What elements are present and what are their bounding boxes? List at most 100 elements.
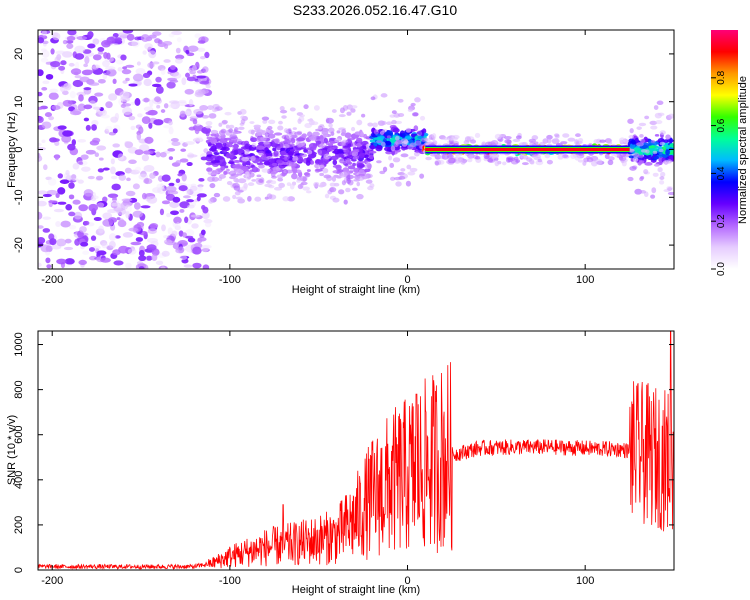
- spectrogram-cell: [155, 76, 162, 83]
- spectrogram-cell: [339, 160, 348, 164]
- spectrogram-cell: [201, 244, 212, 249]
- spectrogram-cell: [68, 194, 75, 200]
- spectrogram-cell: [650, 194, 656, 199]
- spectrogram-cell: [170, 210, 179, 216]
- spectrogram-cell: [260, 136, 267, 141]
- spectrogram-cell: [358, 169, 365, 174]
- spectrogram-cell: [313, 181, 320, 188]
- spectrogram-cell: [40, 57, 49, 63]
- spectrogram-cell: [296, 179, 301, 183]
- spectrogram-cell: [268, 119, 276, 125]
- spectrogram-cell: [270, 180, 277, 185]
- colorbar-tick-label: 0.8: [716, 70, 727, 84]
- spectrogram-cell: [419, 173, 425, 179]
- spectrogram-cell: [328, 143, 334, 147]
- spectrogram-cell: [139, 144, 150, 152]
- spectrogram-cell: [188, 98, 194, 107]
- spectrogram-cell: [232, 182, 240, 189]
- spectrogram-cell: [574, 154, 581, 161]
- spectrogram-cell: [410, 102, 416, 107]
- spectrogram-cell: [60, 85, 66, 93]
- spectrogram-cell: [384, 130, 394, 137]
- spectrogram-cell: [70, 110, 81, 116]
- spectrogram-cell: [279, 155, 286, 159]
- spectrogram-cell: [333, 182, 340, 187]
- spectrogram-cell: [544, 153, 551, 159]
- spectrogram-cell: [582, 161, 587, 166]
- spectrogram-cell: [277, 177, 284, 182]
- spectrogram-cell: [112, 128, 118, 134]
- spectrogram-cell: [138, 126, 144, 135]
- spectrogram-cell: [201, 126, 211, 134]
- spectrogram-cell: [126, 33, 135, 41]
- spectrogram-cell: [68, 62, 75, 67]
- spectrogram-cell: [187, 204, 195, 209]
- spectrogram-cell: [227, 161, 235, 164]
- spectrogram-cell: [207, 143, 212, 147]
- spectrogram-cell: [102, 167, 110, 171]
- spectrogram-cell: [607, 159, 614, 166]
- spectrogram-cell: [233, 159, 241, 163]
- spectrogram-cell: [192, 64, 197, 73]
- spectrogram-cell: [205, 121, 213, 126]
- spectrogram-cell: [644, 161, 653, 166]
- spectrogram-cell: [659, 141, 666, 146]
- spectrogram-cell: [400, 153, 409, 158]
- spectrogram-cell: [302, 186, 310, 191]
- spectrogram-cell: [224, 111, 232, 116]
- spectrogram-cell: [441, 153, 449, 160]
- spectrogram-cell: [66, 36, 76, 42]
- spectrogram-cell: [280, 172, 288, 177]
- spectrogram-cell: [407, 171, 416, 176]
- spectrogram-cell: [196, 70, 204, 74]
- spectrogram-cell: [271, 162, 278, 167]
- spectrogram-cell: [78, 161, 84, 165]
- spectrogram-cell: [359, 153, 366, 156]
- spectrogram-cell: [391, 119, 397, 125]
- spectrogram-cell: [662, 160, 670, 165]
- spectrogram-cell: [340, 141, 347, 147]
- spectrogram-x-tick-label: 100: [576, 274, 594, 286]
- spectrogram-cell: [339, 173, 344, 178]
- spectrogram-cell: [266, 180, 272, 184]
- spectrogram-cell: [356, 175, 365, 181]
- spectrogram-cell: [276, 159, 283, 164]
- spectrogram-cell: [101, 39, 112, 48]
- spectrogram-cell: [222, 196, 231, 202]
- spectrogram-cell: [235, 178, 240, 183]
- spectrogram-cell: [519, 152, 526, 159]
- spectrogram-cell: [272, 147, 277, 152]
- spectrogram-cell: [94, 92, 104, 97]
- spectrogram-cell: [187, 45, 199, 52]
- spectrogram-cell: [659, 180, 665, 185]
- spectrogram-cell: [237, 178, 247, 184]
- spectrogram-cell: [280, 147, 285, 151]
- spectrogram-cell: [546, 159, 553, 165]
- spectrogram-cell: [229, 170, 237, 176]
- spectrogram-cell: [653, 163, 660, 167]
- spectrogram-cell: [314, 168, 320, 173]
- spectrogram-cell: [639, 190, 647, 194]
- spectrogram-cell: [247, 182, 255, 187]
- spectrogram-cell: [226, 181, 233, 186]
- spectrogram-cell: [323, 137, 329, 144]
- spectrogram-cell: [134, 149, 144, 156]
- spectrogram-cell: [142, 72, 151, 79]
- spectrogram-cell: [110, 175, 118, 180]
- spectrogram-cell: [386, 135, 392, 139]
- spectrogram-cell: [72, 163, 80, 170]
- spectrogram-cell: [636, 126, 642, 130]
- spectrogram-cell: [88, 82, 100, 86]
- spectrogram-cell: [70, 68, 82, 75]
- spectrogram-cell: [135, 237, 144, 242]
- spectrogram-cell: [299, 114, 305, 118]
- spectrogram-cell: [356, 142, 362, 148]
- spectrogram-cell: [48, 92, 59, 100]
- spectrogram-cell: [442, 137, 450, 141]
- spectrogram-cell: [283, 128, 289, 133]
- spectrogram-cell: [656, 100, 664, 106]
- spectrogram-cell: [141, 116, 151, 124]
- spectrogram-cell: [258, 164, 265, 169]
- spectrogram-cell: [629, 143, 636, 150]
- spectrogram-cell: [168, 126, 174, 135]
